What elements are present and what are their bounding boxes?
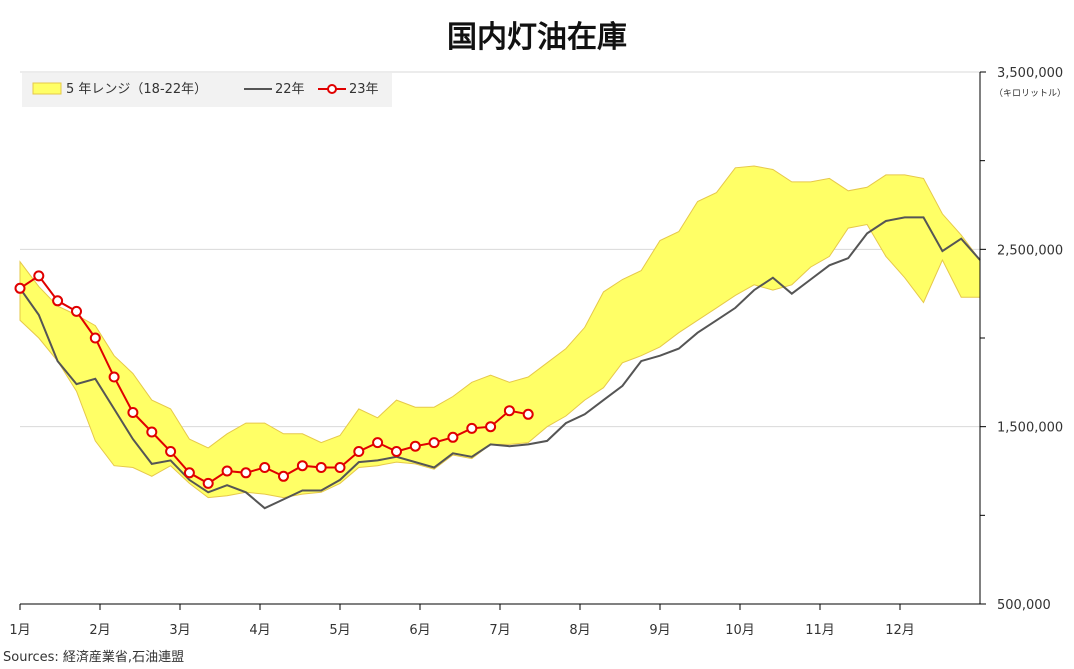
y-unit-label: （キロリットル） (994, 88, 1066, 99)
series-23-point-18 (353, 446, 365, 457)
series-23-point-9 (183, 467, 195, 479)
legend-swatch-range (32, 82, 62, 95)
legend-label-range: 5 年レンジ（18-22年） (66, 82, 207, 97)
series-23-point-5 (108, 371, 120, 383)
series-23-point-12 (240, 467, 252, 479)
legend-label-23: 23年 (349, 82, 379, 97)
x-tick-label-4: 5月 (329, 623, 350, 638)
y-tick-label-2: 2,500,000 (997, 243, 1063, 258)
series-23-point-8 (165, 446, 177, 457)
x-tick-label-5: 6月 (409, 623, 430, 638)
x-tick-label-6: 7月 (489, 623, 510, 638)
series-23-layer (14, 270, 534, 489)
series-23-point-4 (89, 332, 101, 344)
y-axis-ticks: 500,000 1,500,000 2,500,000 3,500,000 (980, 66, 1063, 613)
x-tick-label-0: 1月 (9, 623, 30, 638)
series-23-point-21 (409, 440, 421, 452)
series-23-point-23 (447, 431, 459, 443)
x-tick-label-3: 4月 (249, 623, 270, 638)
x-axis-ticks: 1月 2月 3月 4月 5月 6月 7月 8月 9月 10月 11月 12月 (9, 604, 915, 638)
range-band-layer (19, 165, 981, 499)
x-tick-label-7: 8月 (569, 623, 590, 638)
series-23-point-20 (391, 446, 402, 457)
y-tick-label-1: 1,500,000 (997, 421, 1063, 436)
axes (20, 72, 981, 605)
x-tick-label-9: 10月 (725, 623, 755, 638)
series-23-point-16 (315, 462, 327, 473)
source-note: Sources: 経済産業省,石油連盟 (3, 649, 184, 665)
series-22-layer (19, 216, 981, 510)
series-22-line (19, 216, 981, 510)
series-23-point-13 (259, 462, 271, 473)
y-tick-label-0: 500,000 (997, 598, 1051, 613)
x-tick-label-11: 12月 (885, 623, 915, 638)
series-23-point-24 (466, 422, 478, 434)
chart-title: 国内灯油在庫 (447, 20, 627, 55)
x-tick-label-8: 9月 (649, 623, 670, 638)
x-tick-label-1: 2月 (89, 623, 110, 638)
y-tick-label-3: 3,500,000 (997, 66, 1063, 81)
series-23-point-6 (127, 407, 139, 418)
legend-swatch-23-marker (327, 84, 337, 94)
series-23-point-17 (334, 462, 346, 473)
series-23-point-22 (428, 437, 440, 449)
legend-label-22: 22年 (275, 82, 305, 97)
series-23-point-15 (296, 460, 308, 472)
series-23-line (19, 274, 529, 485)
legend: 5 年レンジ（18-22年） 22年 23年 (22, 73, 392, 107)
series-23-point-1 (33, 270, 45, 282)
series-23-point-10 (202, 477, 214, 489)
series-23-point-2 (52, 295, 64, 307)
x-tick-label-10: 11月 (805, 623, 835, 638)
series-23-point-11 (221, 465, 233, 477)
gridlines (20, 71, 980, 428)
x-tick-label-2: 3月 (169, 623, 190, 638)
series-23-point-27 (522, 408, 534, 420)
series-23-point-19 (372, 437, 384, 449)
series-23-point-26 (503, 405, 515, 417)
range-band (19, 165, 981, 499)
series-23-point-25 (485, 421, 497, 433)
series-23-point-3 (71, 305, 82, 317)
series-23-point-0 (14, 282, 26, 294)
series-23-point-14 (278, 470, 289, 482)
series-23-point-7 (146, 426, 158, 438)
